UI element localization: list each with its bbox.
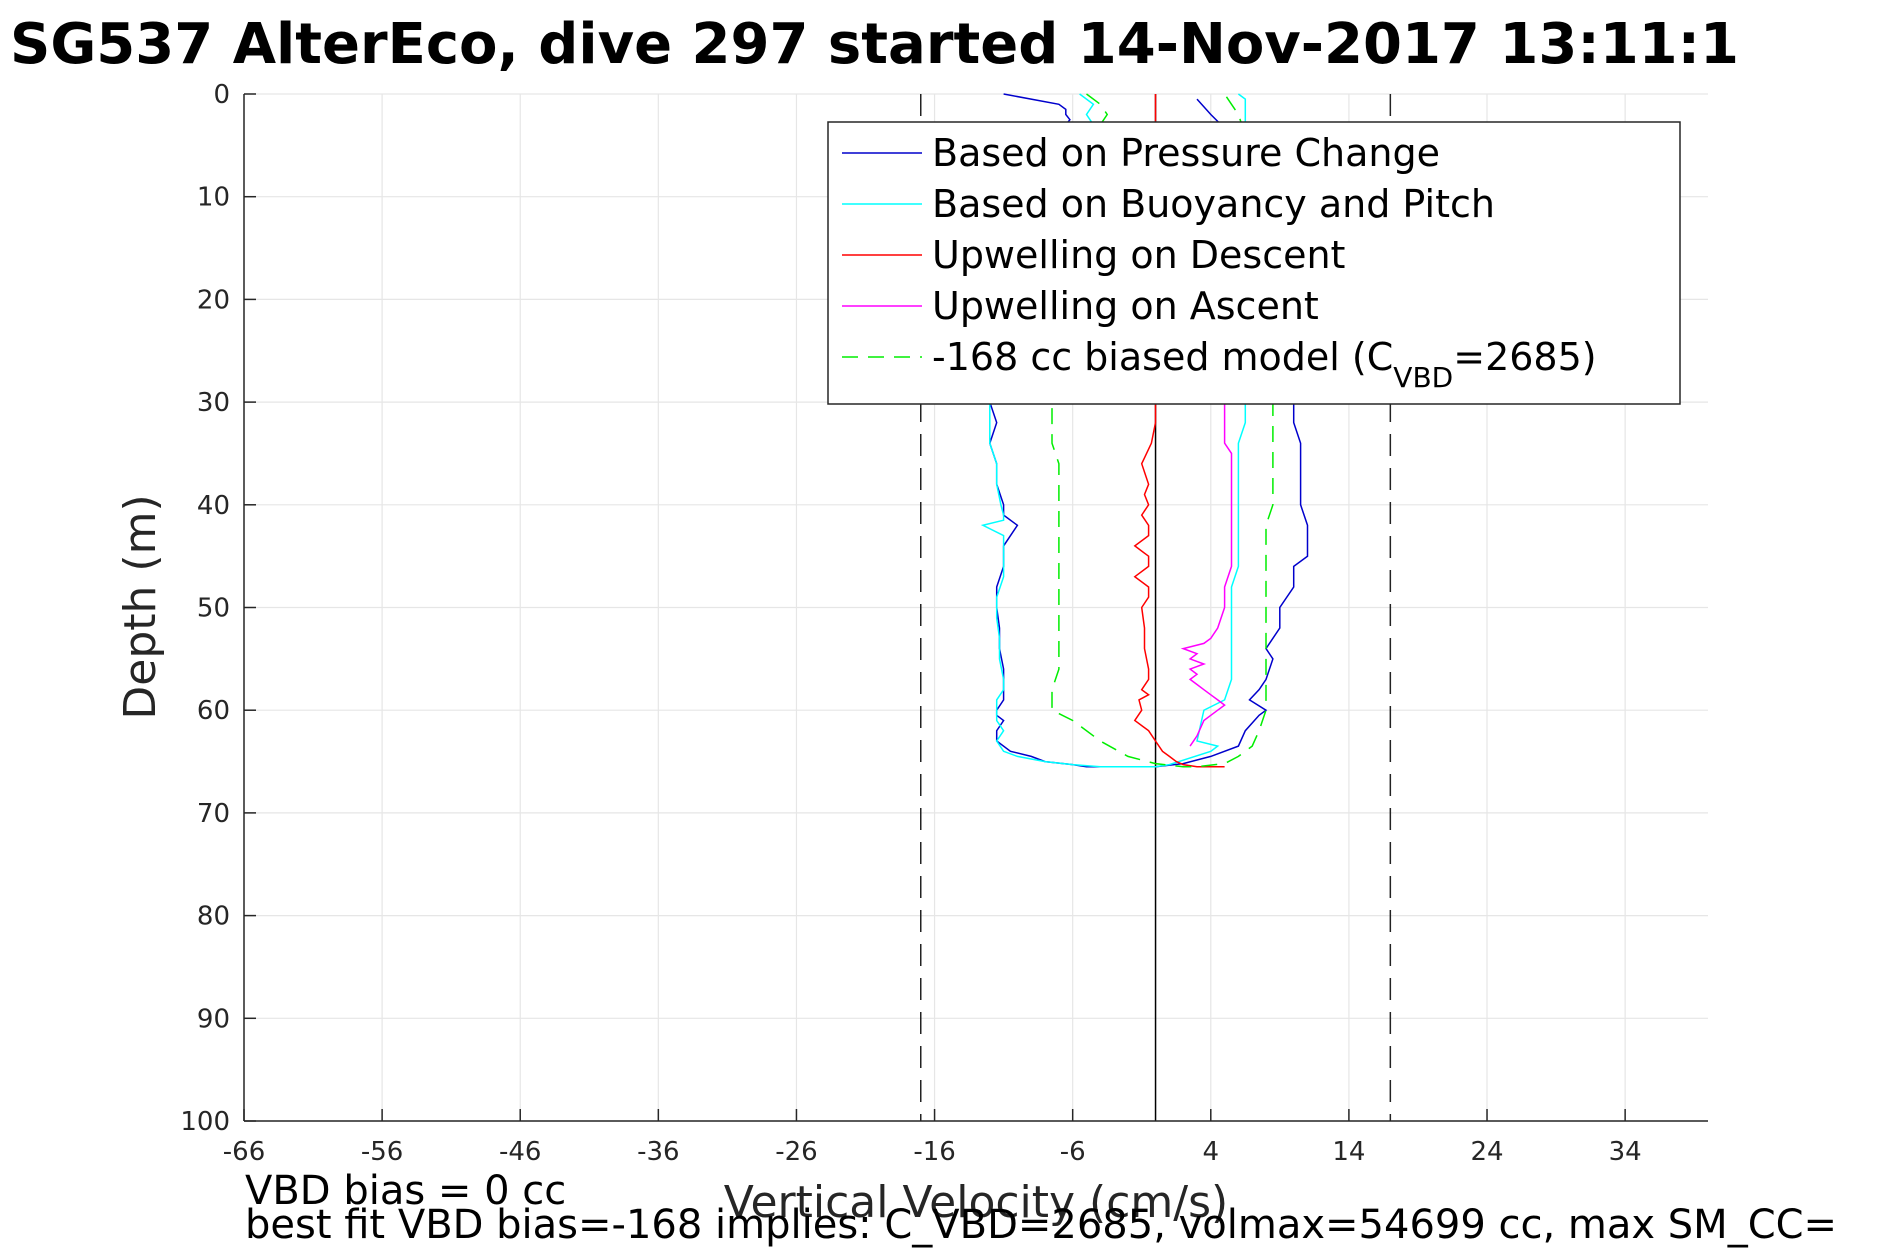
y-tick-label: 60 bbox=[197, 696, 230, 726]
x-tick-label: -56 bbox=[361, 1137, 403, 1167]
x-tick-label: 4 bbox=[1203, 1137, 1220, 1167]
axes bbox=[243, 93, 1708, 1122]
y-tick-label: 80 bbox=[197, 902, 230, 932]
series-line-4 bbox=[1180, 371, 1233, 747]
best-fit-note: best fit VBD bias=-168 implies: C_VBD=26… bbox=[245, 1202, 1837, 1248]
y-tick-label: 30 bbox=[197, 388, 230, 418]
y-tick-label: 10 bbox=[197, 183, 230, 213]
legend-label-1: Based on Pressure Change bbox=[932, 131, 1440, 175]
y-tick-labels: 0 10 20 30 40 50 60 70 80 90 100 bbox=[180, 80, 230, 1137]
x-tick-label: 14 bbox=[1332, 1137, 1365, 1167]
legend-label-3: Upwelling on Descent bbox=[932, 233, 1345, 277]
y-tick-label: 50 bbox=[197, 594, 230, 624]
legend: Based on Pressure Change Based on Buoyanc… bbox=[827, 121, 1681, 405]
legend-label-4: Upwelling on Ascent bbox=[932, 284, 1319, 328]
x-tick-label: -16 bbox=[913, 1137, 955, 1167]
chart-title: SG537 AlterEco, dive 297 started 14-Nov-… bbox=[10, 12, 1739, 77]
y-tick-label: 90 bbox=[197, 1004, 230, 1034]
x-tick-label: 24 bbox=[1470, 1137, 1503, 1167]
vbd-bias-note: VBD bias = 0 cc bbox=[245, 1168, 566, 1214]
x-tick-labels: -66 -56 -46 -36 -26 -16 -6 4 14 24 34 bbox=[223, 1137, 1642, 1167]
y-tick-label: 70 bbox=[197, 799, 230, 829]
x-tick-label: 34 bbox=[1609, 1137, 1642, 1167]
y-tick-label: 40 bbox=[197, 491, 230, 521]
y-tick-label: 100 bbox=[180, 1107, 230, 1137]
y-axis-label: Depth (m) bbox=[115, 494, 166, 719]
legend-box bbox=[827, 121, 1681, 405]
y-tick-label: 0 bbox=[213, 80, 230, 110]
x-tick-label: -26 bbox=[775, 1137, 817, 1167]
x-tick-label: -6 bbox=[1060, 1137, 1086, 1167]
x-tick-label: -36 bbox=[637, 1137, 679, 1167]
y-tick-label: 20 bbox=[197, 285, 230, 315]
x-tick-label: -66 bbox=[223, 1137, 265, 1167]
x-tick-label: -46 bbox=[499, 1137, 541, 1167]
x-axis-label: Vertical Velocity (cm/s) bbox=[724, 1177, 1228, 1228]
legend-label-2: Based on Buoyancy and Pitch bbox=[932, 182, 1495, 226]
